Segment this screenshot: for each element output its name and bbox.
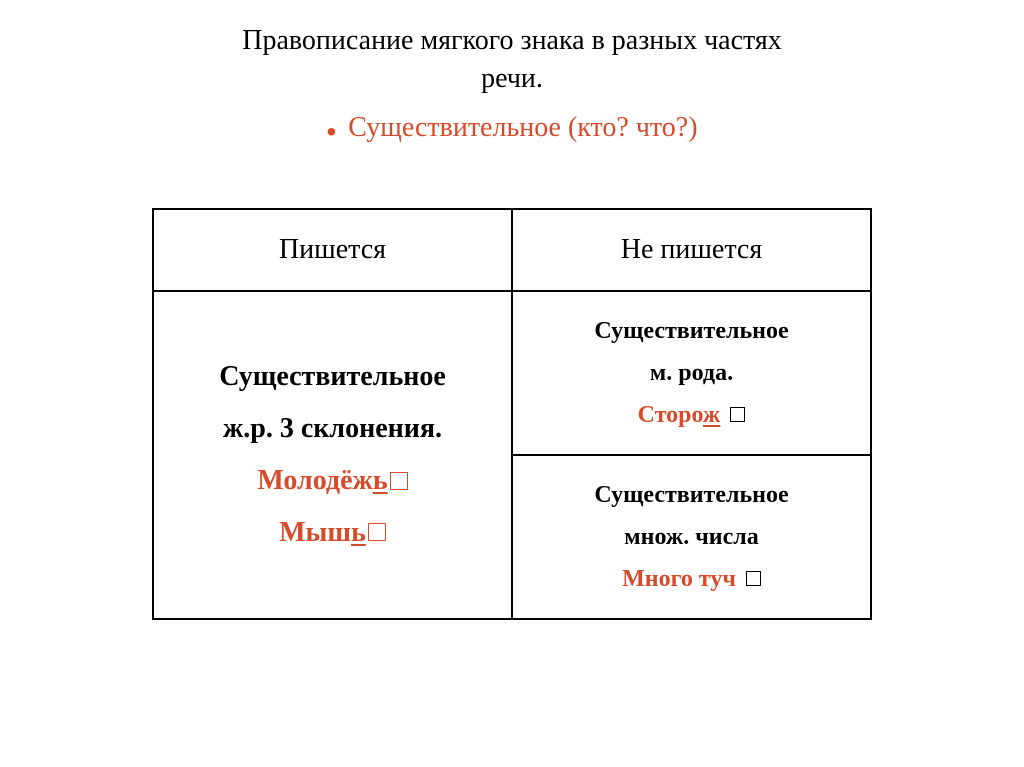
- left-line2: ж.р. 3 склонения.: [166, 403, 499, 455]
- page-title: Правописание мягкого знака в разных част…: [0, 0, 1024, 98]
- subtitle-row: • Существительное (кто? что?): [0, 112, 1024, 148]
- cell-feminine-3decl: Существительное ж.р. 3 склонения. Молодё…: [153, 291, 512, 619]
- example-storozh: Сторож: [525, 394, 858, 436]
- ending-box-icon: [746, 571, 761, 586]
- cell-masculine: Существительное м. рода. Сторож: [512, 291, 871, 455]
- right-bottom-line1: Существительное: [525, 474, 858, 516]
- title-line2: речи.: [481, 63, 543, 94]
- ending-box-icon: [390, 472, 408, 490]
- header-pishetsya: Пишется: [153, 209, 512, 291]
- right-top-line2: м. рода.: [525, 352, 858, 394]
- header-ne-pishetsya: Не пишется: [512, 209, 871, 291]
- bullet-icon: •: [326, 116, 336, 147]
- example-mysh: Мышь: [166, 507, 499, 559]
- example-mnogo-tuch: Много туч: [525, 558, 858, 600]
- left-line1: Существительное: [166, 351, 499, 403]
- right-bottom-line2: множ. числа: [525, 516, 858, 558]
- right-top-line1: Существительное: [525, 310, 858, 352]
- cell-plural: Существительное множ. числа Много туч: [512, 455, 871, 619]
- title-line1: Правописание мягкого знака в разных част…: [242, 25, 782, 56]
- ending-box-icon: [368, 523, 386, 541]
- ending-box-icon: [730, 407, 745, 422]
- subtitle-text: Существительное (кто? что?): [348, 112, 697, 143]
- example-molodezh: Молодёжь: [166, 455, 499, 507]
- rules-table: Пишется Не пишется Существительное ж.р. …: [152, 208, 872, 620]
